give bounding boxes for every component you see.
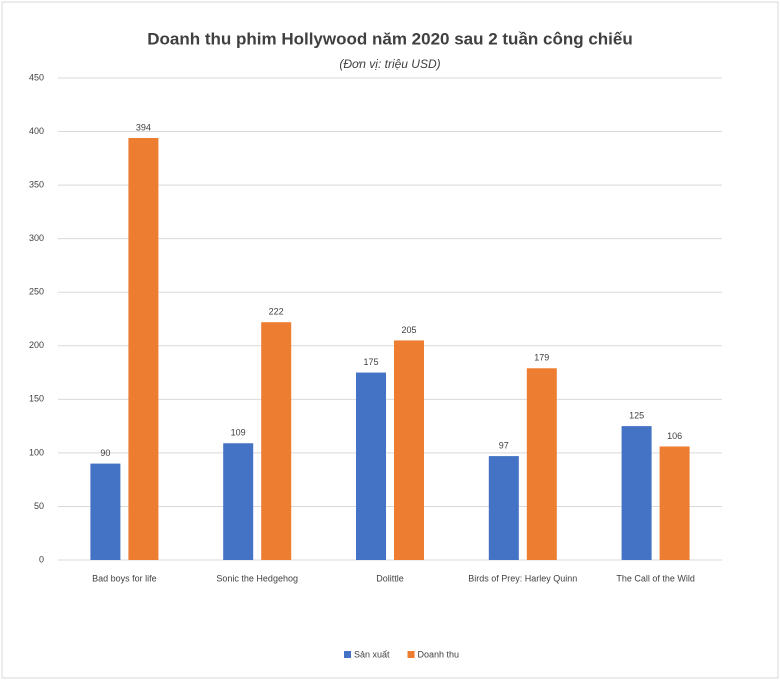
x-tick-label: The Call of the Wild xyxy=(616,573,695,583)
data-label: 222 xyxy=(269,307,284,317)
y-tick-label: 250 xyxy=(29,287,44,297)
bar xyxy=(394,340,424,560)
legend-label: Sản xuất xyxy=(354,649,390,659)
data-label: 97 xyxy=(499,440,509,450)
y-tick-label: 200 xyxy=(29,340,44,350)
data-label: 90 xyxy=(100,448,110,458)
data-label: 179 xyxy=(534,353,549,363)
y-tick-label: 400 xyxy=(29,126,44,136)
data-label: 205 xyxy=(401,325,416,335)
y-tick-label: 50 xyxy=(34,501,44,511)
bar xyxy=(621,426,652,560)
x-tick-label: Sonic the Hedgehog xyxy=(216,573,298,583)
x-tick-label: Bad boys for life xyxy=(92,573,157,583)
legend-label: Doanh thu xyxy=(418,649,460,659)
bar xyxy=(356,372,386,560)
data-label: 125 xyxy=(629,410,644,420)
data-label: 175 xyxy=(363,357,378,367)
bar xyxy=(223,443,254,560)
legend-swatch xyxy=(407,651,415,658)
y-tick-label: 150 xyxy=(29,394,44,404)
bar xyxy=(526,368,557,560)
data-label: 106 xyxy=(667,431,682,441)
bar xyxy=(261,322,292,560)
bar xyxy=(488,456,519,560)
bar xyxy=(659,446,690,560)
data-label: 394 xyxy=(136,122,151,132)
bar xyxy=(128,137,159,560)
data-label: 109 xyxy=(231,428,246,438)
legend-swatch xyxy=(344,651,351,658)
y-tick-label: 0 xyxy=(39,554,44,564)
chart-title: Doanh thu phim Hollywood năm 2020 sau 2 … xyxy=(147,29,633,48)
y-tick-label: 450 xyxy=(29,72,44,82)
x-tick-label: Birds of Prey: Harley Quinn xyxy=(468,573,577,583)
y-tick-label: 350 xyxy=(29,179,44,189)
y-tick-label: 100 xyxy=(29,447,44,457)
y-tick-label: 300 xyxy=(29,233,44,243)
chart-subtitle: (Đơn vị: triệu USD) xyxy=(339,57,440,71)
bar xyxy=(90,463,121,560)
x-tick-label: Dolittle xyxy=(376,573,404,583)
